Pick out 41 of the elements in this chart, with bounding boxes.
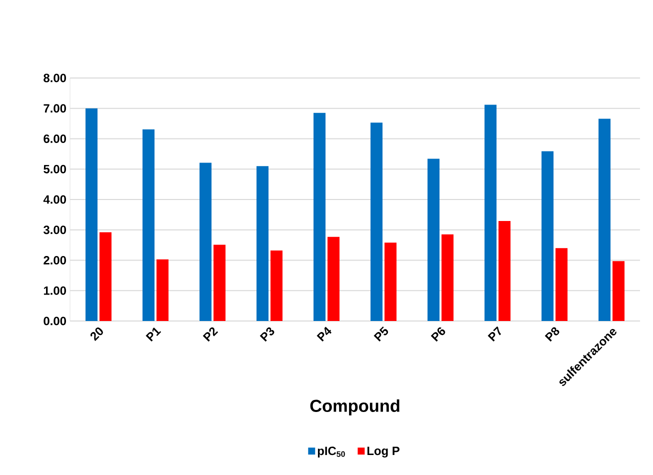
bar — [370, 122, 383, 321]
bar — [156, 259, 169, 321]
x-tick-label: 20 — [90, 327, 103, 341]
x-tick-label: P3 — [260, 327, 274, 342]
x-tick-label: P1 — [146, 328, 162, 342]
bar — [214, 244, 226, 321]
bar — [200, 162, 212, 321]
bar — [484, 104, 497, 321]
bar — [442, 234, 454, 321]
y-tick-label: 0.00 — [44, 316, 66, 326]
bar — [542, 151, 554, 321]
bar — [142, 129, 155, 321]
bar — [86, 108, 98, 321]
bar — [498, 221, 511, 321]
y-tick-label: 7.00 — [44, 104, 66, 113]
bar — [612, 261, 625, 321]
bar — [314, 112, 326, 321]
bar — [598, 118, 611, 321]
y-tick-label: 6.00 — [44, 134, 66, 143]
y-tick-label: 1.00 — [44, 286, 66, 295]
legend-label: pIC$_{50}$ — [318, 446, 345, 458]
x-tick-label: P2 — [202, 327, 218, 342]
bar — [256, 166, 269, 321]
bar — [556, 248, 568, 321]
bar — [328, 236, 340, 321]
bar — [100, 232, 112, 321]
bar — [384, 242, 397, 321]
x-tick-label: P8 — [544, 327, 560, 342]
x-axis-title: Compound — [310, 399, 400, 416]
y-tick-label: 2.00 — [44, 256, 66, 264]
x-tick-label: P6 — [430, 327, 446, 342]
bar — [428, 158, 440, 321]
y-tick-label: 4.00 — [43, 195, 66, 204]
y-tick-label: 3.00 — [44, 226, 66, 234]
bar — [270, 250, 283, 321]
x-tick-label: P4 — [316, 326, 332, 342]
legend-label: Log P — [367, 446, 400, 458]
x-tick-label: P5 — [374, 326, 388, 342]
x-tick-label: P7 — [488, 326, 502, 342]
y-tick-label: 8.00 — [44, 74, 66, 82]
y-tick-label: 5.00 — [44, 164, 66, 174]
